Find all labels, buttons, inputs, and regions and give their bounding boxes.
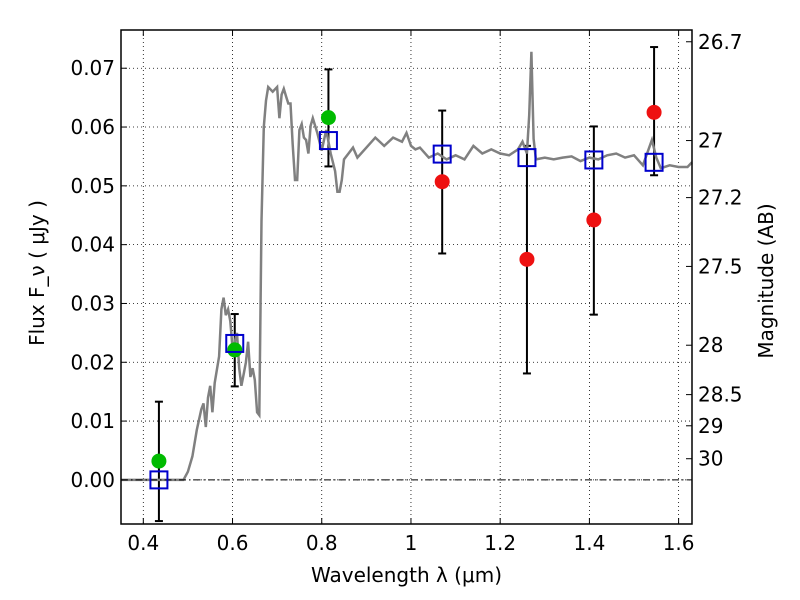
- error-bars: [154, 46, 659, 523]
- y-tick-label: 0.07: [70, 56, 115, 80]
- red-data-point: [519, 251, 535, 267]
- magnitude-tick-label: 27.5: [698, 254, 743, 278]
- y-tick-label: 0.00: [70, 468, 115, 492]
- model-photometry-square: [644, 152, 664, 172]
- y-axis-label-left: Flux F_ν ( μJy ): [25, 200, 49, 346]
- green-data-point: [151, 453, 167, 469]
- y-tick-label: 0.06: [70, 115, 115, 139]
- magnitude-tick-label: 27: [698, 129, 723, 153]
- x-tick-label: 0.4: [127, 531, 159, 555]
- data-markers: [149, 104, 664, 490]
- magnitude-tick-label: 28: [698, 333, 723, 357]
- grid: [121, 30, 692, 524]
- y-tick-label: 0.04: [70, 233, 115, 257]
- model-photometry-square: [432, 144, 452, 164]
- model-photometry-square: [225, 333, 245, 353]
- x-tick-label: 0.8: [306, 531, 338, 555]
- model-photometry-square: [318, 131, 338, 151]
- green-data-point: [320, 110, 336, 126]
- y-tick-label: 0.02: [70, 350, 115, 374]
- red-data-point: [646, 104, 662, 120]
- model-photometry-square: [149, 470, 169, 490]
- y-axis-label-right: Magnitude (AB): [754, 203, 778, 358]
- y-tick-label: 0.05: [70, 174, 115, 198]
- magnitude-tick-label: 26.7: [698, 30, 743, 54]
- x-tick-label: 1.4: [573, 531, 605, 555]
- y-tick-label: 0.03: [70, 291, 115, 315]
- red-data-point: [586, 212, 602, 228]
- magnitude-tick-label: 30: [698, 447, 723, 471]
- model-photometry-square: [584, 150, 604, 170]
- plot-frame: [120, 29, 693, 525]
- red-data-point: [434, 174, 450, 190]
- x-tick-label: 1: [405, 531, 418, 555]
- x-tick-label: 1.6: [663, 531, 695, 555]
- y-tick-label: 0.01: [70, 409, 115, 433]
- x-tick-label: 0.6: [217, 531, 249, 555]
- magnitude-tick-label: 29: [698, 414, 723, 438]
- magnitude-tick-label: 28.5: [698, 383, 743, 407]
- magnitude-tick-label: 27.2: [698, 186, 743, 210]
- x-tick-label: 1.2: [484, 531, 516, 555]
- axis-ticks: 0.4 0.6 0.8 1 1.2 1.4 1.6 0.00 0.01 0.02 0.03 0.04 0…: [70, 30, 742, 555]
- green-data-point: [227, 342, 243, 358]
- model-photometry-square: [517, 148, 537, 168]
- x-axis-label: Wavelength λ (μm): [311, 563, 502, 587]
- model-spectrum-line: [121, 51, 693, 482]
